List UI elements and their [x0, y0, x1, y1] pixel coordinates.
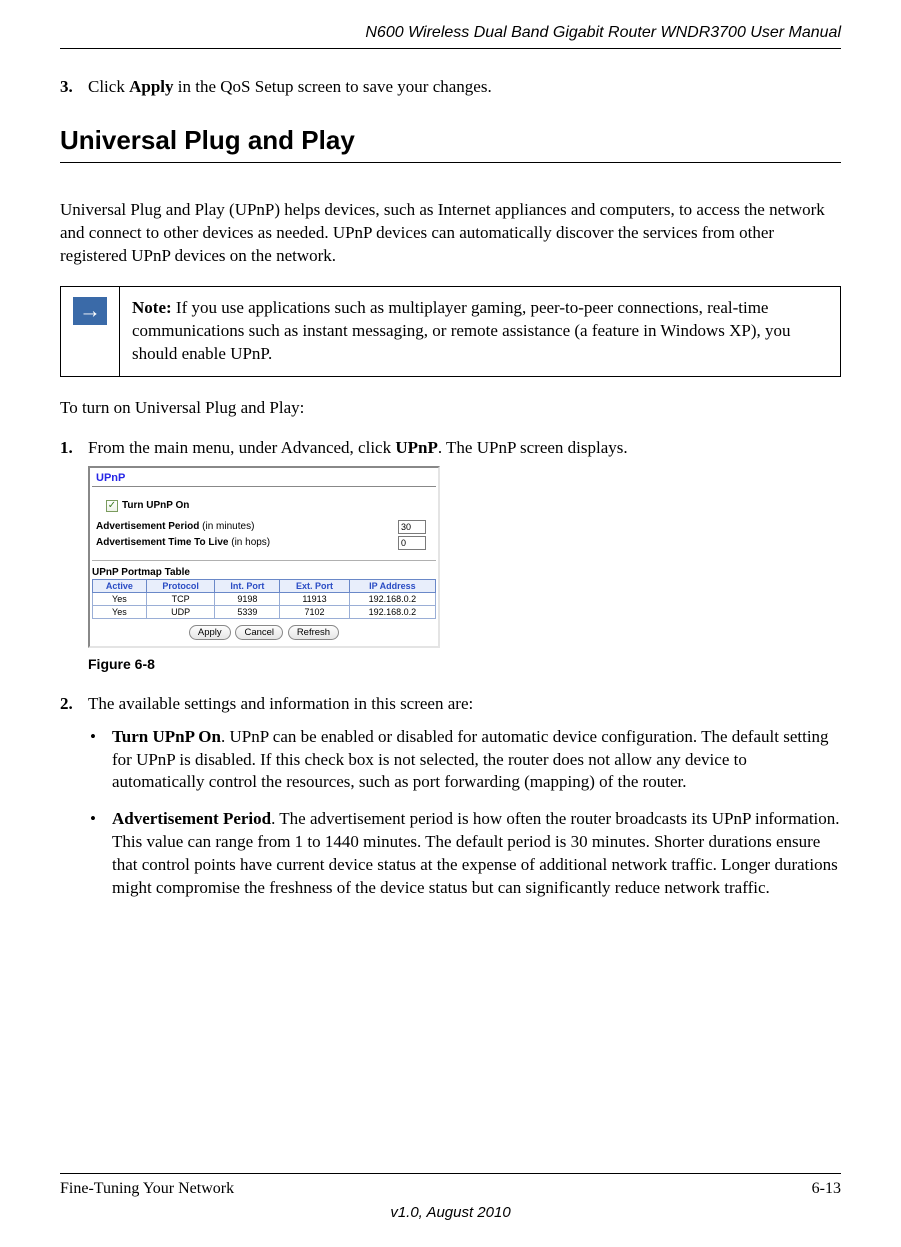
intro-paragraph: Universal Plug and Play (UPnP) helps dev… — [60, 199, 841, 268]
note-box: Note: If you use applications such as mu… — [60, 286, 841, 377]
step-1: 1. From the main menu, under Advanced, c… — [60, 438, 841, 458]
adv-ttl-row: Advertisement Time To Live (in hops) — [96, 536, 432, 550]
note-text-cell: Note: If you use applications such as mu… — [120, 286, 841, 376]
col-ip: IP Address — [349, 579, 435, 592]
cancel-button[interactable]: Cancel — [235, 625, 283, 640]
cell: 7102 — [280, 605, 350, 618]
adv-period-unit: (in minutes) — [202, 521, 254, 532]
adv-period-label: Advertisement Period — [96, 521, 199, 532]
adv-ttl-unit: (in hops) — [231, 537, 270, 548]
col-int-port: Int. Port — [215, 579, 280, 592]
figure-caption: Figure 6-8 — [88, 656, 841, 672]
step-3-text: Click Apply in the QoS Setup screen to s… — [88, 77, 841, 97]
cell: UDP — [146, 605, 215, 618]
step-2: 2. The available settings and informatio… — [60, 694, 841, 714]
cell: 11913 — [280, 592, 350, 605]
bullet-2-text: Advertisement Period. The advertisement … — [112, 808, 841, 900]
table-row: Yes TCP 9198 11913 192.168.0.2 — [93, 592, 436, 605]
cell: 9198 — [215, 592, 280, 605]
bullet-1-bold: Turn UPnP On — [112, 727, 221, 746]
arrow-right-icon — [73, 297, 107, 325]
cell: Yes — [93, 592, 147, 605]
turn-upnp-on-row: ✓ Turn UPnP On — [106, 500, 432, 512]
portmap-header-row: Active Protocol Int. Port Ext. Port IP A… — [93, 579, 436, 592]
refresh-button[interactable]: Refresh — [288, 625, 339, 640]
footer-page-number: 6-13 — [812, 1180, 841, 1198]
table-row: Yes UDP 5339 7102 192.168.0.2 — [93, 605, 436, 618]
cell: Yes — [93, 605, 147, 618]
list-item: • Turn UPnP On. UPnP can be enabled or d… — [90, 726, 841, 795]
step-1-text: From the main menu, under Advanced, clic… — [88, 438, 841, 458]
upnp-panel-body: ✓ Turn UPnP On Advertisement Period (in … — [92, 490, 436, 561]
step-3: 3. Click Apply in the QoS Setup screen t… — [60, 77, 841, 97]
apply-button[interactable]: Apply — [189, 625, 231, 640]
step-1-post: . The UPnP screen displays. — [438, 438, 628, 457]
cell: TCP — [146, 592, 215, 605]
step-3-pre: Click — [88, 77, 129, 96]
footer-row: Fine-Tuning Your Network 6-13 — [60, 1180, 841, 1198]
col-protocol: Protocol — [146, 579, 215, 592]
bullet-marker: • — [90, 808, 112, 900]
step-1-pre: From the main menu, under Advanced, clic… — [88, 438, 395, 457]
upnp-panel-title: UPnP — [92, 470, 436, 487]
note-icon-cell — [61, 286, 120, 376]
portmap-table-label: UPnP Portmap Table — [92, 567, 436, 578]
bullet-1-text: Turn UPnP On. UPnP can be enabled or dis… — [112, 726, 841, 795]
section-heading: Universal Plug and Play — [60, 125, 841, 156]
cell: 5339 — [215, 605, 280, 618]
upnp-button-row: Apply Cancel Refresh — [92, 619, 436, 644]
turn-on-line: To turn on Universal Plug and Play: — [60, 397, 841, 420]
step-3-bold: Apply — [129, 77, 173, 96]
adv-period-row: Advertisement Period (in minutes) — [96, 520, 432, 534]
footer-left: Fine-Tuning Your Network — [60, 1180, 234, 1198]
upnp-panel: UPnP ✓ Turn UPnP On Advertisement Period… — [88, 466, 440, 648]
list-item: • Advertisement Period. The advertisemen… — [90, 808, 841, 900]
turn-upnp-on-checkbox[interactable]: ✓ — [106, 500, 118, 512]
footer-version: v1.0, August 2010 — [60, 1204, 841, 1221]
step-1-bold: UPnP — [395, 438, 438, 457]
portmap-table: Active Protocol Int. Port Ext. Port IP A… — [92, 579, 436, 619]
step-3-number: 3. — [60, 77, 88, 97]
bullet-list: • Turn UPnP On. UPnP can be enabled or d… — [90, 726, 841, 901]
adv-ttl-label: Advertisement Time To Live — [96, 537, 228, 548]
bullet-marker: • — [90, 726, 112, 795]
header-rule — [60, 48, 841, 49]
footer-rule — [60, 1173, 841, 1174]
doc-header-title: N600 Wireless Dual Band Gigabit Router W… — [60, 24, 841, 42]
note-label: Note: — [132, 298, 172, 317]
adv-period-input[interactable] — [398, 520, 426, 534]
col-active: Active — [93, 579, 147, 592]
step-3-post: in the QoS Setup screen to save your cha… — [174, 77, 492, 96]
adv-ttl-input[interactable] — [398, 536, 426, 550]
col-ext-port: Ext. Port — [280, 579, 350, 592]
bullet-2-bold: Advertisement Period — [112, 809, 271, 828]
cell: 192.168.0.2 — [349, 592, 435, 605]
step-1-number: 1. — [60, 438, 88, 458]
cell: 192.168.0.2 — [349, 605, 435, 618]
note-body: If you use applications such as multipla… — [132, 298, 791, 363]
step-2-number: 2. — [60, 694, 88, 714]
step-2-text: The available settings and information i… — [88, 694, 841, 714]
turn-upnp-on-label: Turn UPnP On — [122, 500, 189, 511]
page-footer: Fine-Tuning Your Network 6-13 v1.0, Augu… — [60, 1173, 841, 1221]
section-rule — [60, 162, 841, 163]
